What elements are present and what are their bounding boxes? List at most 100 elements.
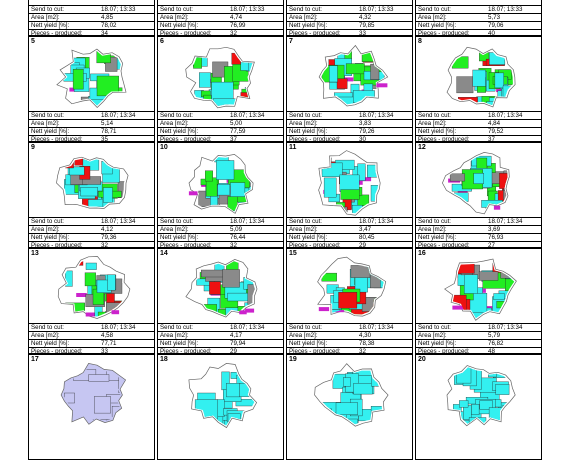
area-row: Area [m2]: 3,83	[287, 119, 412, 127]
area-label: Area [m2]:	[289, 120, 318, 127]
marker-cell: Send to cut: 18.07; 13:33 Area [m2]: 4,85 Ne…	[28, 0, 155, 37]
cut-piece	[107, 97, 118, 106]
marker-cell: 7 Send to cut: 18.07; 13:34 Area [m2]: 3,83 N…	[286, 36, 413, 143]
area-label: Area [m2]:	[418, 14, 447, 21]
area-label: Area [m2]:	[31, 14, 60, 21]
area-row: Area [m2]: 4,58	[29, 331, 154, 339]
nested-pieces	[64, 158, 126, 207]
nett-yield-value: 76,82	[488, 340, 504, 347]
marker-cell: 5 Send to cut: 18.07; 13:34 Area [m2]: 5,14 N…	[28, 36, 155, 143]
hide-nesting-image	[318, 150, 381, 216]
nett-yield-value: 79,06	[488, 22, 504, 29]
area-row: Area [m2]: 5,73	[416, 13, 541, 21]
area-value: 3,83	[359, 120, 372, 127]
hide-nesting-image	[446, 365, 516, 427]
send-to-cut-label: Send to cut:	[289, 112, 323, 119]
hide-nesting-image	[60, 363, 127, 425]
nett-yield-value: 77,71	[101, 340, 117, 347]
cut-piece	[82, 158, 100, 171]
nett-yield-row: Nett yield [%]: 77,71	[29, 339, 154, 347]
area-label: Area [m2]:	[418, 332, 447, 339]
cut-piece	[328, 419, 347, 425]
nett-yield-label: Nett yield [%]:	[418, 128, 457, 135]
pieces-produced-row: Pieces - produced: 29	[287, 241, 412, 249]
hide-nesting-image	[188, 154, 254, 214]
nett-yield-value: 79,36	[101, 234, 117, 241]
cut-piece	[343, 377, 351, 387]
pieces-produced-label: Pieces - produced:	[160, 242, 212, 249]
cut-piece	[110, 99, 124, 106]
cut-piece	[85, 312, 96, 317]
nett-yield-row: Nett yield [%]: 78,02	[29, 21, 154, 29]
pieces-produced-row: Pieces - produced: 32	[158, 29, 283, 37]
cut-piece	[360, 177, 372, 182]
area-label: Area [m2]:	[418, 120, 447, 127]
cut-piece	[376, 195, 379, 214]
send-to-cut-value: 18.07; 13:33	[230, 6, 265, 13]
nett-yield-row: Nett yield [%]: 79,94	[158, 339, 283, 347]
pieces-produced-label: Pieces - produced:	[31, 242, 83, 249]
cut-piece	[449, 173, 465, 182]
marker-cell: 8 Send to cut: 18.07; 13:34 Area [m2]: 4,84 N…	[415, 36, 542, 143]
hide-nesting-image	[56, 48, 127, 108]
cut-piece	[479, 400, 493, 410]
cut-piece	[370, 185, 379, 202]
send-to-cut-label: Send to cut:	[160, 6, 194, 13]
nett-yield-value: 78,71	[101, 128, 117, 135]
pieces-produced-row: Pieces - produced: 33	[287, 29, 412, 37]
send-to-cut-row: Send to cut: 18.07; 13:34	[158, 323, 283, 331]
pieces-produced-label: Pieces - produced:	[160, 348, 212, 355]
nett-yield-label: Nett yield [%]:	[418, 340, 457, 347]
marker-number: 16	[418, 250, 426, 257]
cut-piece	[336, 78, 348, 89]
cut-piece	[488, 367, 497, 378]
cut-piece	[339, 174, 360, 192]
send-to-cut-row: Send to cut: 18.07; 13:33	[416, 5, 541, 13]
nett-yield-label: Nett yield [%]:	[31, 22, 70, 29]
nett-yield-label: Nett yield [%]:	[160, 234, 199, 241]
cut-piece	[104, 100, 118, 106]
marker-number: 5	[31, 38, 35, 45]
nett-yield-row: Nett yield [%]: 78,38	[287, 339, 412, 347]
send-to-cut-row: Send to cut: 18.07; 13:34	[416, 111, 541, 119]
nett-yield-value: 76,99	[230, 22, 246, 29]
nett-yield-row: Nett yield [%]: 76,99	[158, 21, 283, 29]
marker-number: 18	[160, 356, 168, 363]
area-row: Area [m2]: 4,17	[158, 331, 283, 339]
pieces-produced-row: Pieces - produced: 37	[158, 135, 283, 143]
marker-info-table: Send to cut: 18.07; 13:34 Area [m2]: 5,00 Ne…	[158, 111, 283, 143]
marker-number: 8	[418, 38, 422, 45]
cut-piece	[72, 69, 84, 90]
area-label: Area [m2]:	[160, 14, 189, 21]
cut-piece	[454, 192, 469, 202]
cut-piece	[235, 399, 255, 407]
cut-piece	[478, 271, 499, 281]
pieces-produced-label: Pieces - produced:	[418, 242, 470, 249]
cut-piece	[493, 205, 501, 210]
pieces-produced-label: Pieces - produced:	[289, 242, 341, 249]
marker-number: 12	[418, 144, 426, 151]
send-to-cut-label: Send to cut:	[289, 6, 323, 13]
nett-yield-row: Nett yield [%]: 77,59	[158, 127, 283, 135]
nett-yield-value: 79,94	[230, 340, 246, 347]
marker-cell: Send to cut: 18.07; 13:33 Area [m2]: 5,73 Ne…	[415, 0, 542, 37]
cut-piece	[209, 281, 221, 295]
marker-cell: 10 Send to cut: 18.07; 13:34 Area [m2]: 5,09…	[157, 142, 284, 249]
nett-yield-label: Nett yield [%]:	[418, 234, 457, 241]
send-to-cut-value: 18.07; 13:34	[359, 324, 394, 331]
pieces-produced-row: Pieces - produced: 48	[416, 347, 541, 355]
cut-piece	[374, 203, 379, 214]
cut-piece	[321, 408, 332, 425]
pieces-produced-label: Pieces - produced:	[31, 30, 83, 37]
nett-yield-row: Nett yield [%]: 79,52	[416, 127, 541, 135]
nett-yield-label: Nett yield [%]:	[31, 234, 70, 241]
area-row: Area [m2]: 4,30	[287, 331, 412, 339]
cut-piece	[118, 373, 124, 393]
cut-piece	[495, 384, 510, 395]
area-row: Area [m2]: 3,69	[416, 225, 541, 233]
cut-piece	[217, 184, 231, 196]
nett-yield-row: Nett yield [%]: 76,82	[416, 339, 541, 347]
cut-piece	[471, 404, 480, 415]
cut-piece	[505, 278, 515, 296]
send-to-cut-value: 18.07; 13:34	[230, 324, 265, 331]
